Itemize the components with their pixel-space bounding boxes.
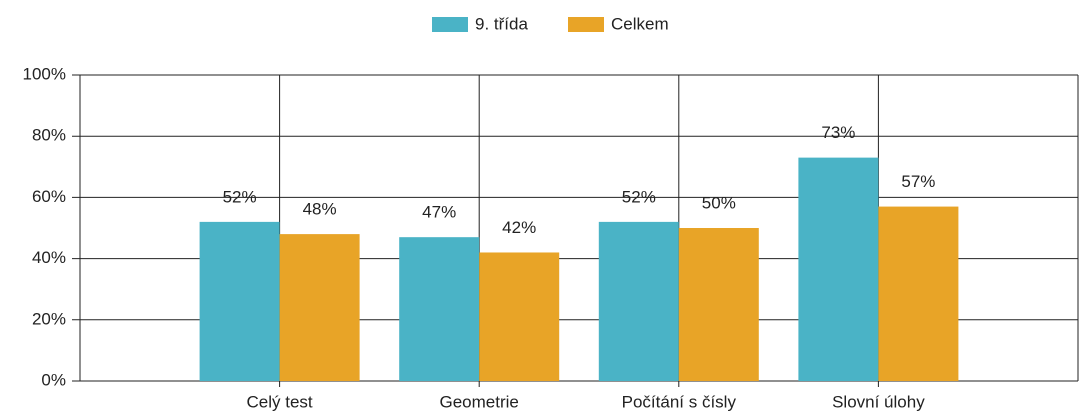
- bar: [399, 237, 480, 381]
- bar: [598, 221, 679, 381]
- value-label: 50%: [702, 193, 736, 212]
- x-tick-label: Počítání s čísly: [622, 392, 737, 411]
- bar: [479, 252, 560, 381]
- value-label: 47%: [422, 203, 456, 222]
- value-label: 48%: [303, 200, 337, 219]
- bar: [279, 234, 360, 381]
- bar: [678, 228, 759, 381]
- value-label: 52%: [223, 187, 257, 206]
- bar: [199, 221, 280, 381]
- x-tick-label: Celý test: [247, 392, 313, 411]
- value-label: 73%: [821, 123, 855, 142]
- y-tick-label: 60%: [32, 187, 66, 206]
- legend-label: Celkem: [611, 14, 669, 33]
- y-tick-label: 20%: [32, 309, 66, 328]
- x-tick-label: Geometrie: [440, 392, 519, 411]
- y-tick-label: 80%: [32, 126, 66, 145]
- bar: [798, 157, 879, 381]
- legend-swatch: [432, 17, 468, 32]
- x-tick-label: Slovní úlohy: [832, 392, 925, 411]
- legend-label: 9. třída: [475, 14, 528, 33]
- value-label: 42%: [502, 218, 536, 237]
- bar: [878, 206, 959, 381]
- legend-swatch: [568, 17, 604, 32]
- y-tick-label: 100%: [23, 64, 66, 83]
- y-tick-label: 40%: [32, 248, 66, 267]
- y-tick-label: 0%: [41, 370, 66, 389]
- value-label: 57%: [901, 172, 935, 191]
- value-label: 52%: [622, 187, 656, 206]
